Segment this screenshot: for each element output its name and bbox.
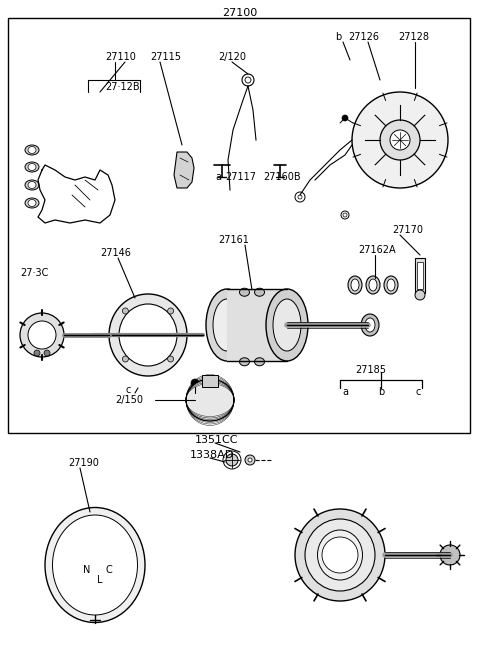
Text: 27170: 27170 <box>392 225 423 235</box>
Text: 27190: 27190 <box>68 458 99 468</box>
Ellipse shape <box>28 181 36 189</box>
Text: 27100: 27100 <box>222 8 258 18</box>
Circle shape <box>440 545 460 565</box>
Text: 27162A: 27162A <box>358 245 396 255</box>
Text: c: c <box>416 387 421 397</box>
Ellipse shape <box>317 530 362 580</box>
Ellipse shape <box>348 276 362 294</box>
Ellipse shape <box>213 299 241 351</box>
Text: b: b <box>378 387 384 397</box>
Circle shape <box>168 308 174 314</box>
Circle shape <box>226 454 238 466</box>
Circle shape <box>415 290 425 300</box>
Ellipse shape <box>254 358 264 366</box>
Ellipse shape <box>45 507 145 622</box>
Ellipse shape <box>186 379 234 421</box>
Text: 27126: 27126 <box>348 32 379 42</box>
Polygon shape <box>174 152 194 188</box>
Text: 27·3C: 27·3C <box>20 268 48 278</box>
Circle shape <box>342 115 348 121</box>
Text: b: b <box>335 32 341 42</box>
Ellipse shape <box>365 318 375 332</box>
Text: 2/150: 2/150 <box>115 395 143 405</box>
Ellipse shape <box>384 276 398 294</box>
Text: 2/120: 2/120 <box>218 52 246 62</box>
Text: a: a <box>215 172 221 182</box>
Circle shape <box>34 350 40 356</box>
Ellipse shape <box>206 289 248 361</box>
Text: 27160B: 27160B <box>263 172 300 182</box>
Text: 27·12B: 27·12B <box>105 82 140 92</box>
Circle shape <box>20 313 64 357</box>
Bar <box>227 289 287 361</box>
Ellipse shape <box>387 279 395 291</box>
Text: N: N <box>83 565 90 575</box>
Bar <box>202 375 218 387</box>
Ellipse shape <box>361 314 379 336</box>
Ellipse shape <box>119 304 177 366</box>
Text: 1351CC: 1351CC <box>195 435 239 445</box>
Ellipse shape <box>240 288 250 296</box>
Text: 27115: 27115 <box>150 52 181 62</box>
Ellipse shape <box>109 294 187 376</box>
Ellipse shape <box>305 519 375 591</box>
Ellipse shape <box>351 279 359 291</box>
Text: 27185: 27185 <box>355 365 386 375</box>
Text: 27117: 27117 <box>225 172 256 182</box>
Circle shape <box>28 321 56 349</box>
Text: 27146: 27146 <box>100 248 131 258</box>
Ellipse shape <box>266 289 308 361</box>
Text: 27161: 27161 <box>218 235 249 245</box>
Ellipse shape <box>25 162 39 172</box>
Bar <box>415 258 425 293</box>
Circle shape <box>122 308 128 314</box>
Ellipse shape <box>28 164 36 171</box>
Ellipse shape <box>52 515 137 615</box>
Text: c: c <box>125 385 131 395</box>
Bar <box>8 18 470 433</box>
Bar <box>417 262 423 289</box>
Ellipse shape <box>28 200 36 206</box>
Text: 27110: 27110 <box>105 52 136 62</box>
Circle shape <box>122 356 128 362</box>
Text: 27128: 27128 <box>398 32 429 42</box>
Circle shape <box>168 356 174 362</box>
Ellipse shape <box>295 509 385 601</box>
Ellipse shape <box>240 358 250 366</box>
Text: a: a <box>342 387 348 397</box>
Ellipse shape <box>25 145 39 155</box>
Ellipse shape <box>28 147 36 154</box>
Circle shape <box>191 379 199 387</box>
Text: L: L <box>97 575 103 585</box>
Ellipse shape <box>25 180 39 190</box>
Circle shape <box>390 130 410 150</box>
Circle shape <box>245 455 255 465</box>
Ellipse shape <box>366 276 380 294</box>
Text: C: C <box>105 565 112 575</box>
Ellipse shape <box>254 288 264 296</box>
Text: 1338AD: 1338AD <box>190 450 234 460</box>
Circle shape <box>380 120 420 160</box>
Circle shape <box>322 537 358 573</box>
Circle shape <box>352 92 448 188</box>
Ellipse shape <box>369 279 377 291</box>
Ellipse shape <box>25 198 39 208</box>
Circle shape <box>44 350 50 356</box>
Ellipse shape <box>273 299 301 351</box>
Circle shape <box>248 458 252 462</box>
